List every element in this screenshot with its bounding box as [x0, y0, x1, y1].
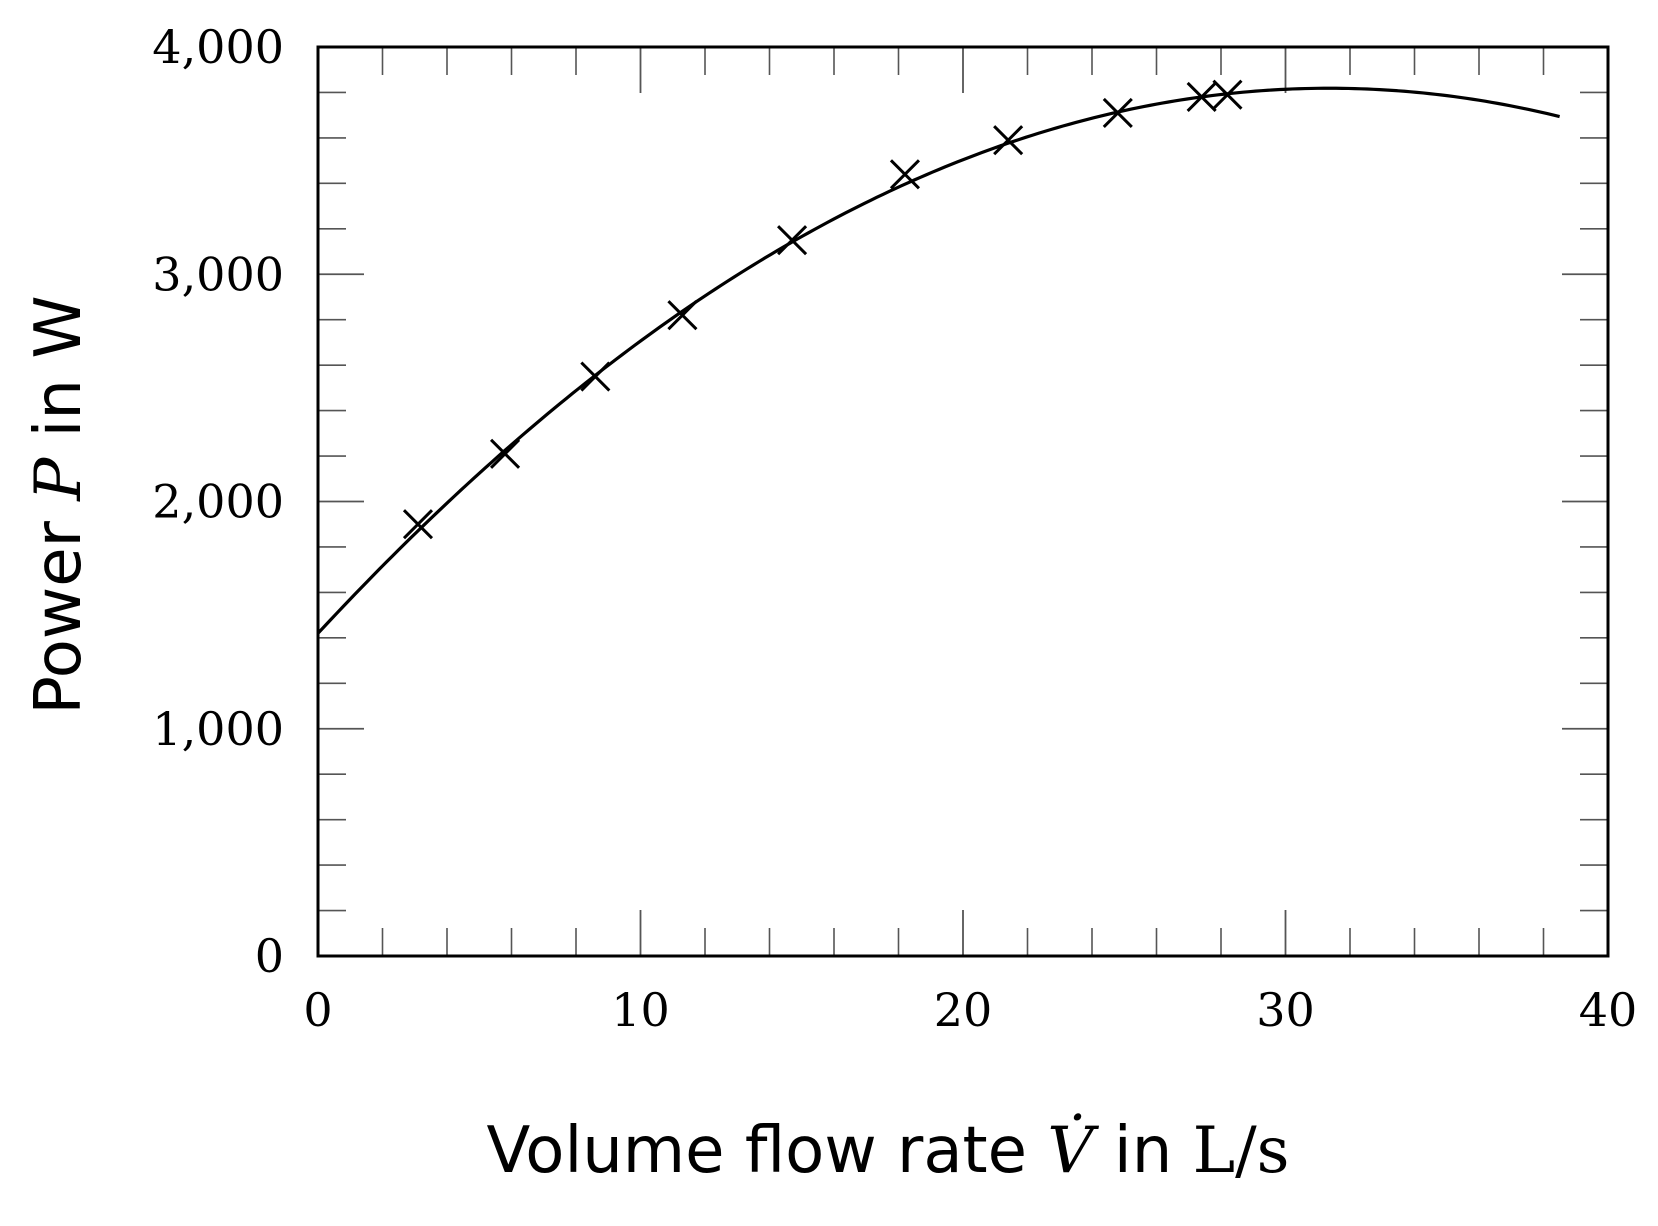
y-tick-label: 0	[255, 929, 284, 983]
major-ticks	[318, 47, 1608, 956]
x-axis-title: Volume flow rate V̇ in L/s	[486, 1112, 1289, 1188]
y-tick-labels: 0 1,000 2,000 3,000 4,000	[152, 20, 284, 983]
data-point-marker	[489, 438, 521, 469]
minor-ticks	[318, 47, 1608, 956]
y-tick-label: 1,000	[152, 702, 284, 756]
data-point-marker	[889, 159, 921, 190]
y-tick-label: 3,000	[152, 247, 284, 301]
x-tick-label: 30	[1256, 983, 1315, 1037]
y-axis-title-suffix: in W	[22, 295, 96, 457]
y-tick-label: 2,000	[152, 475, 284, 529]
x-axis-title-prefix: Volume flow rate	[486, 1114, 1047, 1188]
x-tick-label: 10	[611, 983, 670, 1037]
data-point-marker	[667, 300, 698, 331]
data-point-marker	[580, 361, 611, 392]
x-tick-labels: 0 10 20 30 40	[303, 983, 1637, 1037]
data-point-marker	[1102, 97, 1133, 128]
x-axis-title-unit: L/s	[1193, 1114, 1290, 1188]
data-point-marker	[993, 125, 1024, 156]
fit-curve	[316, 86, 1561, 635]
x-tick-label: 20	[934, 983, 993, 1037]
y-axis-title: Power P in W	[22, 295, 96, 714]
x-axis-title-mid: in	[1094, 1114, 1193, 1188]
data-markers	[402, 79, 1243, 540]
data-point-marker	[777, 225, 808, 256]
y-axis-title-prefix: Power	[22, 501, 96, 715]
y-axis-title-symbol: P	[22, 457, 96, 502]
data-point-marker	[1186, 81, 1217, 113]
x-tick-label: 40	[1579, 983, 1638, 1037]
data-point-marker	[1212, 79, 1243, 110]
x-tick-label: 0	[303, 983, 332, 1037]
x-axis-title-symbol: V̇	[1047, 1112, 1099, 1188]
data-point-marker	[402, 509, 434, 540]
y-tick-label: 4,000	[152, 20, 284, 74]
plot-frame	[316, 45, 1610, 958]
